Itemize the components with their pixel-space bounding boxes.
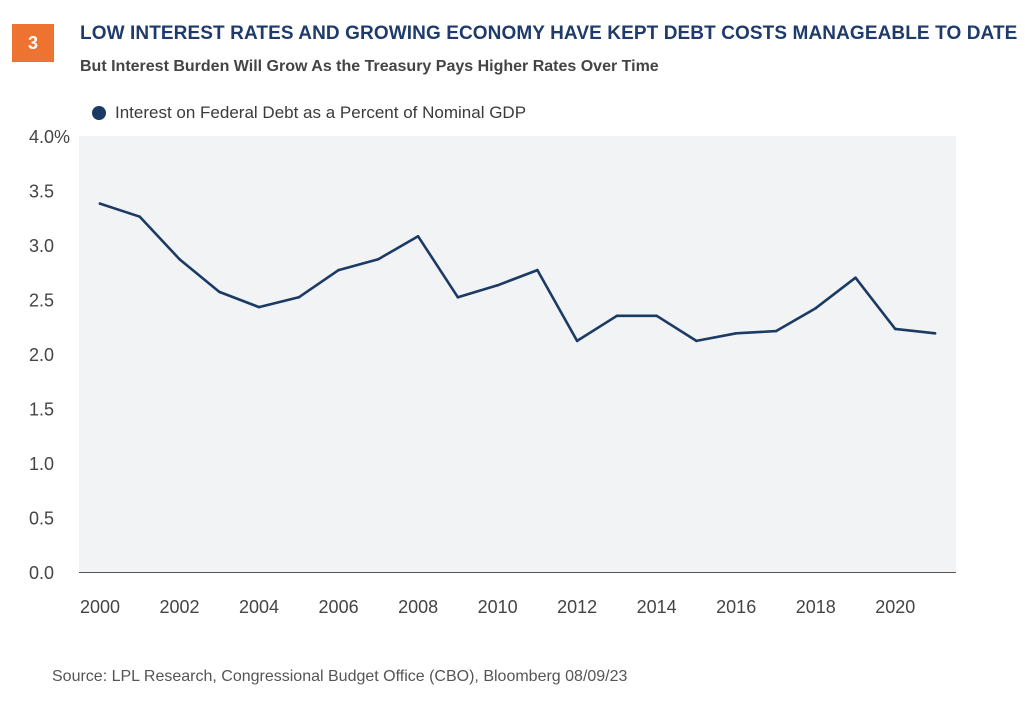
- data-point: [337, 268, 340, 272]
- legend-marker: [92, 106, 106, 120]
- data-point: [98, 202, 102, 205]
- series-line: [98, 202, 937, 343]
- legend: Interest on Federal Debt as a Percent of…: [92, 103, 526, 123]
- data-point: [854, 276, 857, 280]
- chart-subtitle: But Interest Burden Will Grow As the Tre…: [80, 58, 659, 75]
- x-tick-label: 2002: [160, 597, 200, 617]
- data-point: [257, 305, 261, 309]
- y-tick-label: 3.0: [29, 236, 54, 256]
- y-tick-label: 1.5: [29, 400, 54, 420]
- y-tick-label: 4.0%: [29, 127, 70, 147]
- y-tick-label: 3.5: [29, 182, 54, 202]
- chart-title: LOW INTEREST RATES AND GROWING ECONOMY H…: [80, 23, 1018, 44]
- y-tick-label: 1.0: [29, 454, 54, 474]
- data-point: [138, 215, 142, 218]
- x-tick-label: 2004: [239, 597, 279, 617]
- x-tick-label: 2010: [478, 597, 518, 617]
- x-tick-label: 2012: [557, 597, 597, 617]
- y-tick-label: 0.5: [29, 509, 54, 529]
- data-point: [416, 234, 420, 238]
- figure-number: 3: [27, 32, 38, 53]
- data-point: [217, 290, 221, 294]
- figure-number-badge: 3: [12, 24, 54, 62]
- data-point: [774, 329, 778, 333]
- data-point: [178, 257, 181, 261]
- x-tick-label: 2018: [796, 597, 836, 617]
- y-tick-label: 0.0: [29, 563, 54, 583]
- data-point: [575, 339, 579, 343]
- data-point: [377, 257, 380, 261]
- data-point: [933, 331, 937, 335]
- x-tick-label: 2006: [319, 597, 359, 617]
- data-point: [734, 331, 738, 335]
- data-point: [814, 306, 818, 310]
- x-tick-label: 2014: [637, 597, 677, 617]
- y-tick-label: 2.5: [29, 291, 54, 311]
- x-tick-label: 2020: [875, 597, 915, 617]
- data-point: [496, 284, 499, 287]
- x-tick-label: 2008: [398, 597, 438, 617]
- data-point: [655, 314, 658, 318]
- legend-label: Interest on Federal Debt as a Percent of…: [115, 103, 527, 122]
- data-point: [456, 296, 460, 299]
- x-tick-label: 2000: [80, 597, 120, 617]
- plot-area: [79, 136, 956, 572]
- data-point: [297, 296, 301, 299]
- data-point: [615, 314, 619, 318]
- data-point: [695, 339, 698, 343]
- source-note: Source: LPL Research, Congressional Budg…: [52, 668, 628, 685]
- data-point: [536, 268, 539, 272]
- x-tick-label: 2016: [716, 597, 756, 617]
- y-tick-label: 2.0: [29, 345, 54, 365]
- data-point: [893, 327, 897, 331]
